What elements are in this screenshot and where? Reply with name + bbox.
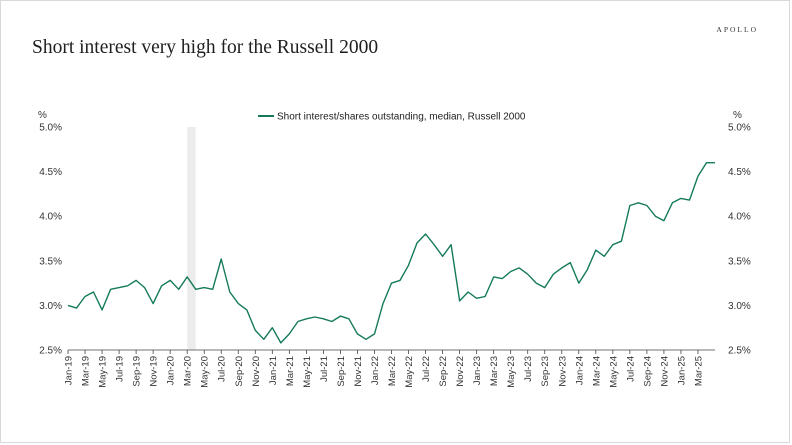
brand-logo: APOLLO [716, 25, 758, 34]
y-tick-label-right: 2.5% [728, 346, 751, 357]
x-tick-label: Sep-21 [336, 356, 347, 387]
x-tick-label: May-21 [302, 356, 313, 388]
x-tick-label: Nov-24 [659, 356, 670, 387]
series-line [67, 162, 715, 344]
x-tick-label: May-20 [200, 356, 211, 388]
x-tick-label: Nov-19 [149, 356, 160, 387]
x-tick-label: Jul-20 [217, 356, 228, 382]
y-tick-label-right: 4.0% [728, 212, 751, 223]
chart-title: Short interest very high for the Russell… [32, 37, 379, 58]
y-axis-unit-left: % [38, 110, 47, 121]
y-tick-label-right: 4.5% [728, 167, 751, 178]
x-tick-label: Sep-19 [132, 356, 143, 387]
x-tick-label: May-19 [98, 356, 109, 388]
x-tick-label: Jul-24 [625, 356, 636, 382]
x-tick-label: Jul-19 [115, 356, 126, 382]
x-tick-label: Jul-21 [319, 356, 330, 382]
x-tick-label: Nov-23 [557, 356, 568, 387]
x-tick-label: Nov-21 [353, 356, 364, 387]
legend-label: Short interest/shares outstanding, media… [277, 112, 526, 123]
y-tick-label-left: 3.5% [39, 256, 62, 267]
x-tick-label: Nov-20 [251, 356, 262, 387]
x-tick-label: Nov-22 [455, 356, 466, 387]
legend: Short interest/shares outstanding, media… [258, 112, 526, 123]
y-tick-label-left: 4.0% [39, 212, 62, 223]
x-tick-label: May-22 [404, 356, 415, 388]
x-tick-label: Mar-22 [387, 356, 398, 386]
y-tick-label-left: 2.5% [39, 346, 62, 357]
x-tick-label: Sep-24 [642, 356, 653, 387]
x-tick-label: May-23 [506, 356, 517, 388]
x-tick-label: Jul-22 [421, 356, 432, 382]
y-tick-label-right: 3.5% [728, 256, 751, 267]
axes-layer: 2.5% 2.5% 3.0% 3.0% 3.5% 3.5% 4.0% 4.0% 4.5% 4.5%… [38, 110, 751, 388]
x-tick-label: Jan-23 [472, 356, 483, 385]
y-tick-label-left: 4.5% [39, 167, 62, 178]
x-tick-label: Mar-23 [489, 356, 500, 386]
recession-shading [187, 127, 196, 350]
x-tick-label: Mar-25 [693, 356, 704, 386]
x-tick-label: Jan-24 [574, 356, 585, 385]
x-tick-label: Jan-20 [166, 356, 177, 385]
y-tick-label-right: 5.0% [728, 123, 751, 134]
series-layer [67, 162, 715, 344]
y-tick-label-left: 5.0% [39, 123, 62, 134]
x-tick-label: Mar-19 [81, 356, 92, 386]
y-axis-unit-right: % [733, 110, 742, 121]
x-tick-label: Sep-20 [234, 356, 245, 387]
x-tick-label: May-24 [608, 356, 619, 388]
x-tick-label: Sep-23 [540, 356, 551, 387]
y-tick-label-left: 3.0% [39, 301, 62, 312]
x-tick-label: Mar-21 [285, 356, 296, 386]
x-tick-label: Jan-19 [64, 356, 75, 385]
x-tick-label: Jan-22 [370, 356, 381, 385]
x-tick-label: Jan-25 [676, 356, 687, 385]
x-tick-label: Sep-22 [438, 356, 449, 387]
recession-shading-layer [187, 127, 196, 350]
y-tick-label-right: 3.0% [728, 301, 751, 312]
x-tick-label: Mar-24 [591, 356, 602, 386]
x-tick-label: Jan-21 [268, 356, 279, 385]
x-tick-label: Jul-23 [523, 356, 534, 382]
x-tick-label: Mar-20 [183, 356, 194, 386]
